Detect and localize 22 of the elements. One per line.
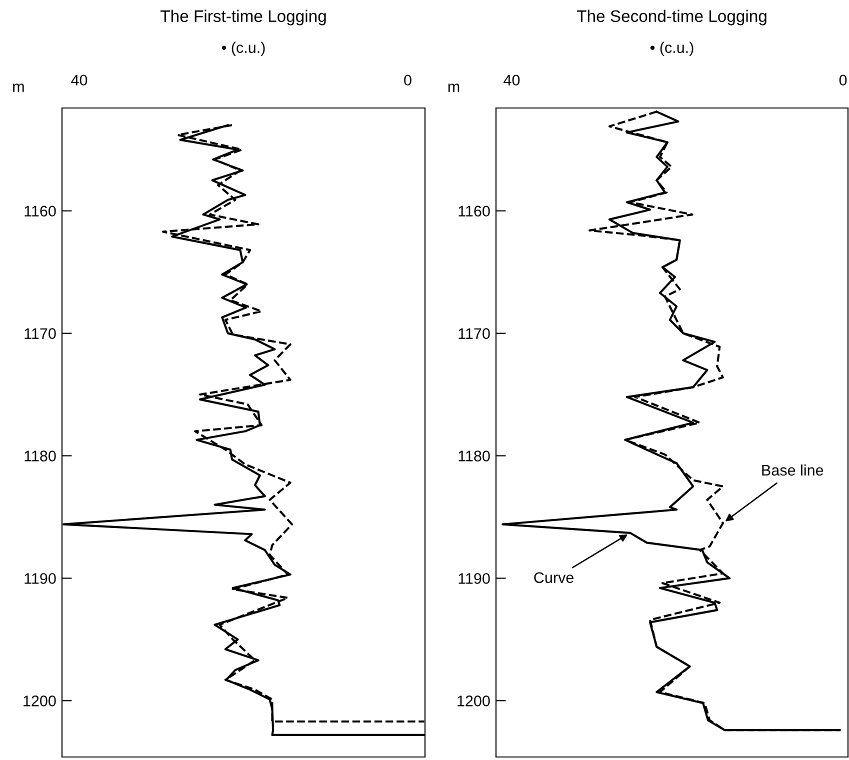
x-tick-label: 0: [839, 74, 847, 86]
y-tick-label: 1160: [24, 206, 56, 217]
x-tick-label: 40: [71, 74, 88, 86]
annotation: Base line: [762, 464, 824, 476]
y-tick-label: 1170: [458, 328, 490, 339]
x-tick-label: 40: [504, 74, 520, 86]
y-tick-label: 1200: [458, 696, 490, 706]
annotation: Curve: [534, 572, 574, 584]
y-axis-title: m: [448, 84, 460, 92]
y-tick-label: 1170: [24, 328, 56, 339]
y-tick-label: 1190: [24, 573, 56, 584]
y-axis-title: m: [13, 84, 24, 92]
y-tick-label: 1190: [458, 573, 490, 584]
chart-title: The First-time Logging: [160, 10, 326, 26]
x-axis-title: • (c.u.): [650, 42, 694, 56]
y-tick-label: 1200: [24, 696, 56, 706]
y-tick-label: 1180: [458, 450, 490, 462]
x-tick-label: 0: [404, 74, 412, 86]
y-tick-label: 1180: [24, 450, 56, 462]
chart-title: The Second-time Logging: [576, 10, 766, 26]
x-axis-title: • (c.u.): [222, 42, 265, 56]
y-tick-label: 1160: [458, 206, 490, 217]
